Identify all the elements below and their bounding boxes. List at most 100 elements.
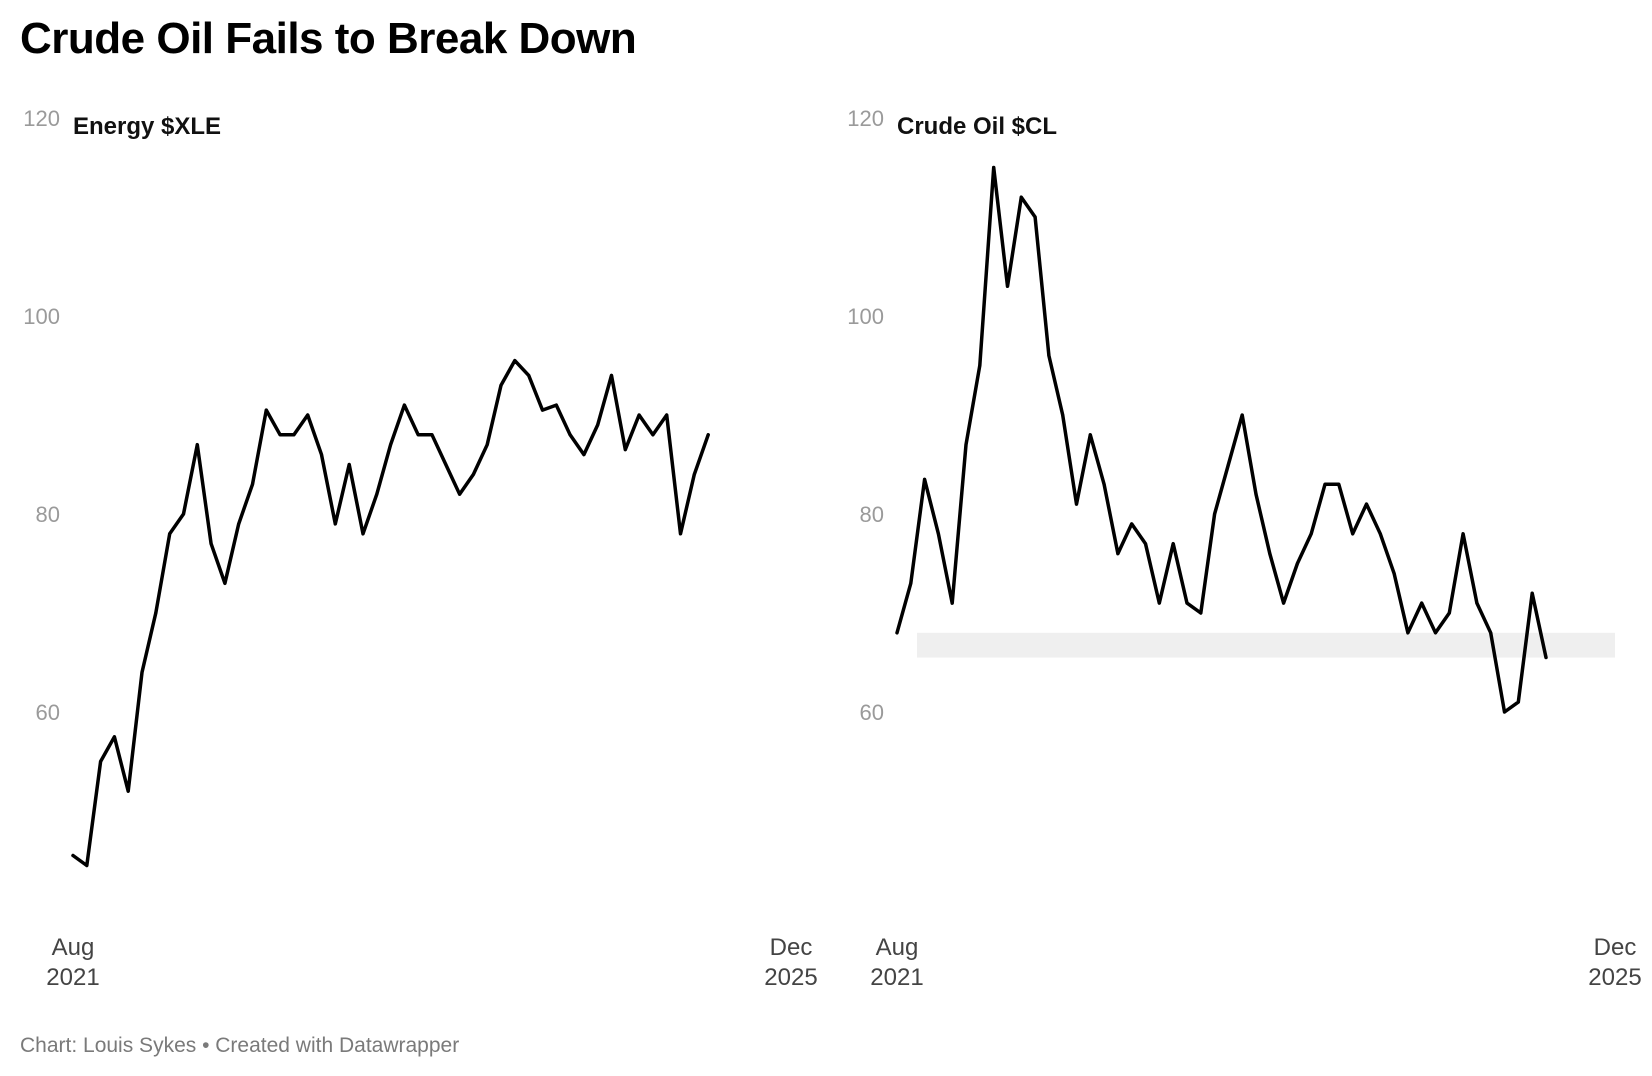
chart-title-crude-oil: Crude Oil $CL	[897, 113, 1057, 140]
data-point	[1351, 532, 1355, 536]
data-point	[1116, 552, 1120, 556]
data-point	[278, 433, 282, 437]
chart-panel-crude-oil: Crude Oil $CL 120 100 80 60 Aug 2021 Dec…	[847, 106, 1641, 991]
data-point	[1309, 532, 1313, 536]
data-point	[375, 492, 379, 496]
y-axis-crude-oil: 120 100 80 60	[847, 106, 884, 725]
data-point	[936, 532, 940, 536]
data-point	[1019, 195, 1023, 199]
y-tick-label: 120	[847, 106, 884, 131]
data-point	[430, 433, 434, 437]
data-point	[623, 448, 627, 452]
x-tick-month: Dec	[770, 934, 813, 961]
data-point	[168, 532, 172, 536]
data-point	[347, 463, 351, 466]
data-point	[1144, 542, 1147, 546]
data-point	[1337, 482, 1341, 486]
data-point	[1157, 601, 1161, 605]
data-point	[1075, 502, 1078, 506]
x-tick-month: Aug	[52, 934, 95, 961]
data-point	[665, 413, 669, 417]
data-point	[1295, 562, 1299, 565]
data-point	[85, 864, 89, 867]
support-band	[917, 632, 1615, 658]
data-point	[1268, 552, 1272, 556]
data-point	[1033, 215, 1037, 219]
data-point	[499, 383, 503, 387]
data-point	[1061, 413, 1065, 417]
data-point	[140, 670, 144, 674]
data-point	[99, 760, 103, 763]
data-point	[1102, 482, 1106, 486]
data-point	[1544, 656, 1548, 659]
y-tick-label: 120	[23, 106, 60, 131]
data-point	[444, 463, 448, 466]
data-point	[1088, 433, 1092, 437]
data-point	[1006, 284, 1009, 288]
data-point	[978, 364, 982, 367]
data-point	[306, 413, 310, 417]
chart-footer-credit: Chart: Louis Sykes • Created with Datawr…	[20, 1034, 460, 1057]
data-point	[651, 433, 655, 437]
x-axis-energy: Aug 2021 Dec 2025	[46, 934, 817, 991]
data-point	[251, 482, 254, 486]
data-point	[361, 532, 365, 536]
data-point	[527, 373, 531, 377]
data-point	[541, 408, 544, 412]
y-tick-label: 80	[36, 502, 60, 527]
data-point	[1530, 591, 1534, 595]
chart-title-energy: Energy $XLE	[73, 113, 221, 140]
y-tick-label: 80	[860, 502, 884, 527]
data-point	[1323, 482, 1327, 486]
data-point	[458, 492, 462, 496]
data-point	[1378, 532, 1382, 536]
data-point	[1475, 601, 1479, 605]
data-point	[264, 408, 268, 412]
data-point	[416, 433, 420, 437]
data-point	[568, 433, 572, 437]
data-point	[1047, 354, 1051, 358]
data-point	[471, 472, 475, 476]
data-point	[596, 423, 600, 427]
plot-area-energy	[71, 358, 710, 868]
data-point	[1365, 502, 1368, 506]
data-point	[402, 403, 406, 407]
data-point	[389, 443, 393, 447]
data-point	[1434, 631, 1437, 635]
data-point	[195, 443, 199, 447]
data-point	[112, 735, 116, 739]
data-point	[1226, 463, 1230, 466]
y-tick-label: 100	[23, 304, 60, 329]
plot-area-crude-oil	[895, 165, 1615, 714]
x-tick-year: 2021	[46, 964, 99, 991]
data-point	[909, 581, 913, 585]
data-point	[320, 453, 323, 457]
data-point	[209, 542, 213, 546]
data-point	[237, 522, 241, 526]
data-point	[895, 631, 899, 635]
data-point	[1489, 631, 1493, 635]
data-point	[692, 472, 696, 476]
data-point	[1240, 413, 1244, 417]
data-point	[223, 581, 227, 585]
chart-panel-energy: Energy $XLE 120 100 80 60 Aug 2021 Dec 2…	[23, 106, 817, 991]
data-point	[1516, 700, 1520, 704]
y-tick-label: 100	[847, 304, 884, 329]
data-point	[1420, 601, 1424, 605]
data-point	[992, 166, 996, 169]
data-point	[182, 512, 185, 516]
data-point	[1254, 492, 1258, 496]
x-axis-crude-oil: Aug 2021 Dec 2025	[870, 934, 1641, 991]
data-point	[485, 443, 489, 447]
data-point	[1461, 532, 1465, 536]
data-point	[1199, 611, 1203, 615]
data-point	[1213, 512, 1217, 516]
data-point	[1130, 522, 1134, 526]
data-point	[513, 359, 517, 363]
data-point	[126, 789, 130, 793]
data-point	[1171, 542, 1175, 546]
data-point	[71, 854, 75, 857]
data-point	[1447, 611, 1451, 615]
data-point	[923, 477, 927, 481]
data-point	[964, 443, 968, 447]
